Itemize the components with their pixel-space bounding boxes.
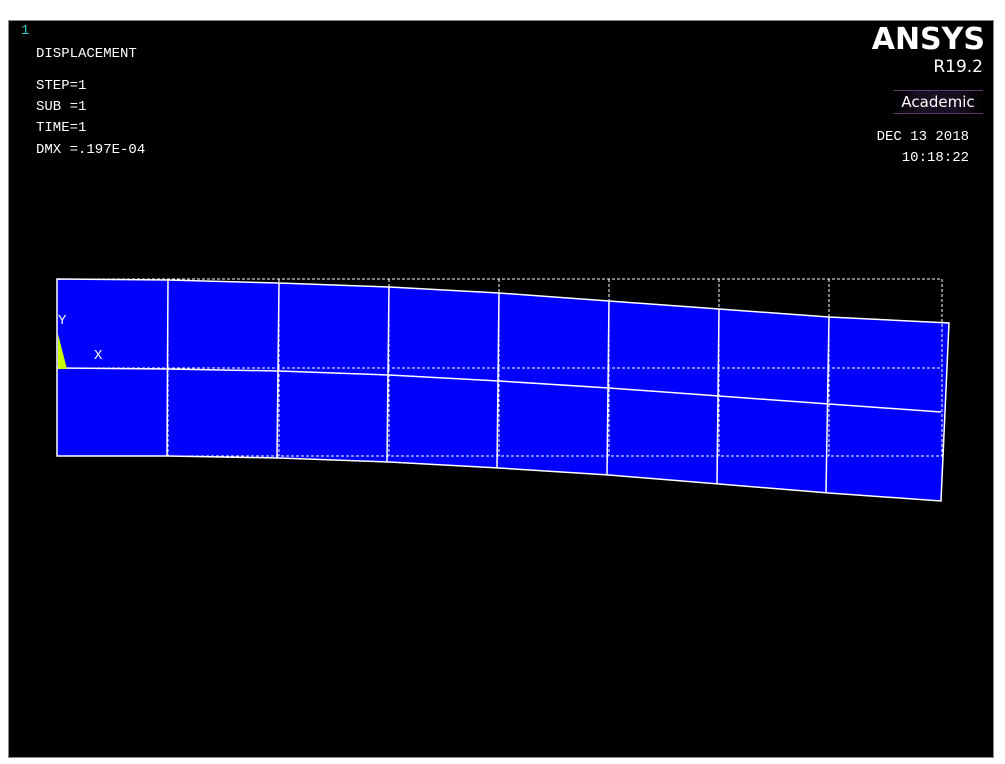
- step-readout: STEP=1: [36, 78, 87, 94]
- ansys-logo: ANSYS: [871, 22, 985, 57]
- plot-date: DEC 13 2018: [876, 129, 969, 145]
- max-displacement-readout: DMX =.197E-04: [36, 142, 146, 158]
- beam-model: [56, 278, 950, 502]
- axis-y-label: Y: [58, 313, 67, 329]
- substep-readout: SUB =1: [36, 99, 87, 115]
- result-title: DISPLACEMENT: [36, 46, 137, 62]
- time-readout: TIME=1: [36, 120, 87, 136]
- release-version: R19.2: [933, 57, 983, 77]
- constraint-icon: [58, 334, 67, 369]
- window-number: 1: [21, 23, 30, 39]
- graphics-viewport[interactable]: 1 DISPLACEMENT STEP=1 SUB =1 TIME=1 DMX …: [8, 20, 994, 758]
- plot-time: 10:18:22: [901, 150, 969, 166]
- undeformed-outline: [56, 278, 943, 457]
- license-badge: Academic: [893, 90, 983, 114]
- axis-x-label: X: [94, 348, 103, 364]
- deformed-beam: [56, 278, 950, 502]
